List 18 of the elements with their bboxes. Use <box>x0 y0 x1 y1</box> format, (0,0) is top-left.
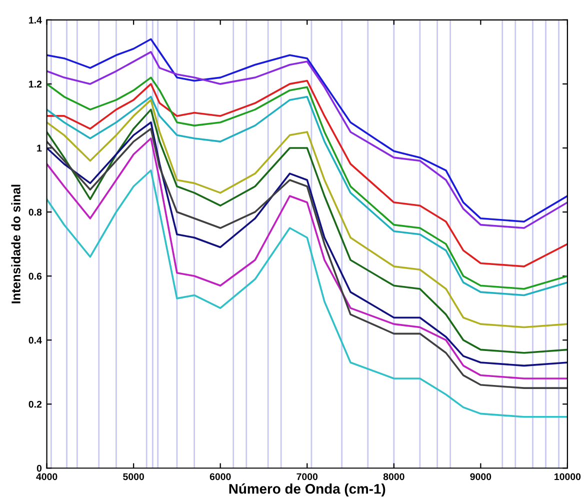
x-tick-label: 5000 <box>123 473 144 480</box>
y-tick-label: 0.8 <box>28 208 42 216</box>
x-tick-label: 4000 <box>36 473 58 480</box>
x-axis-title: Número de Onda (cm-1) <box>229 483 386 496</box>
y-tick-label: 1.2 <box>29 80 42 88</box>
y-tick-label: 1 <box>37 144 42 152</box>
y-tick-label: 0 <box>36 464 42 472</box>
x-tick-label: 6000 <box>210 473 231 480</box>
line-series <box>46 169 568 418</box>
y-tick-label: 0.4 <box>28 336 42 344</box>
x-tick-label: 7000 <box>296 473 318 480</box>
y-tick-label: 1.4 <box>29 16 42 24</box>
x-tick-label: 10000 <box>554 473 581 480</box>
y-tick-label: 0.2 <box>28 400 42 408</box>
y-axis-title: Intensidade do sinal <box>11 184 20 304</box>
x-tick-label: 9000 <box>470 473 492 480</box>
x-tick-label: 8000 <box>383 473 404 480</box>
y-tick-label: 0.6 <box>28 272 42 280</box>
